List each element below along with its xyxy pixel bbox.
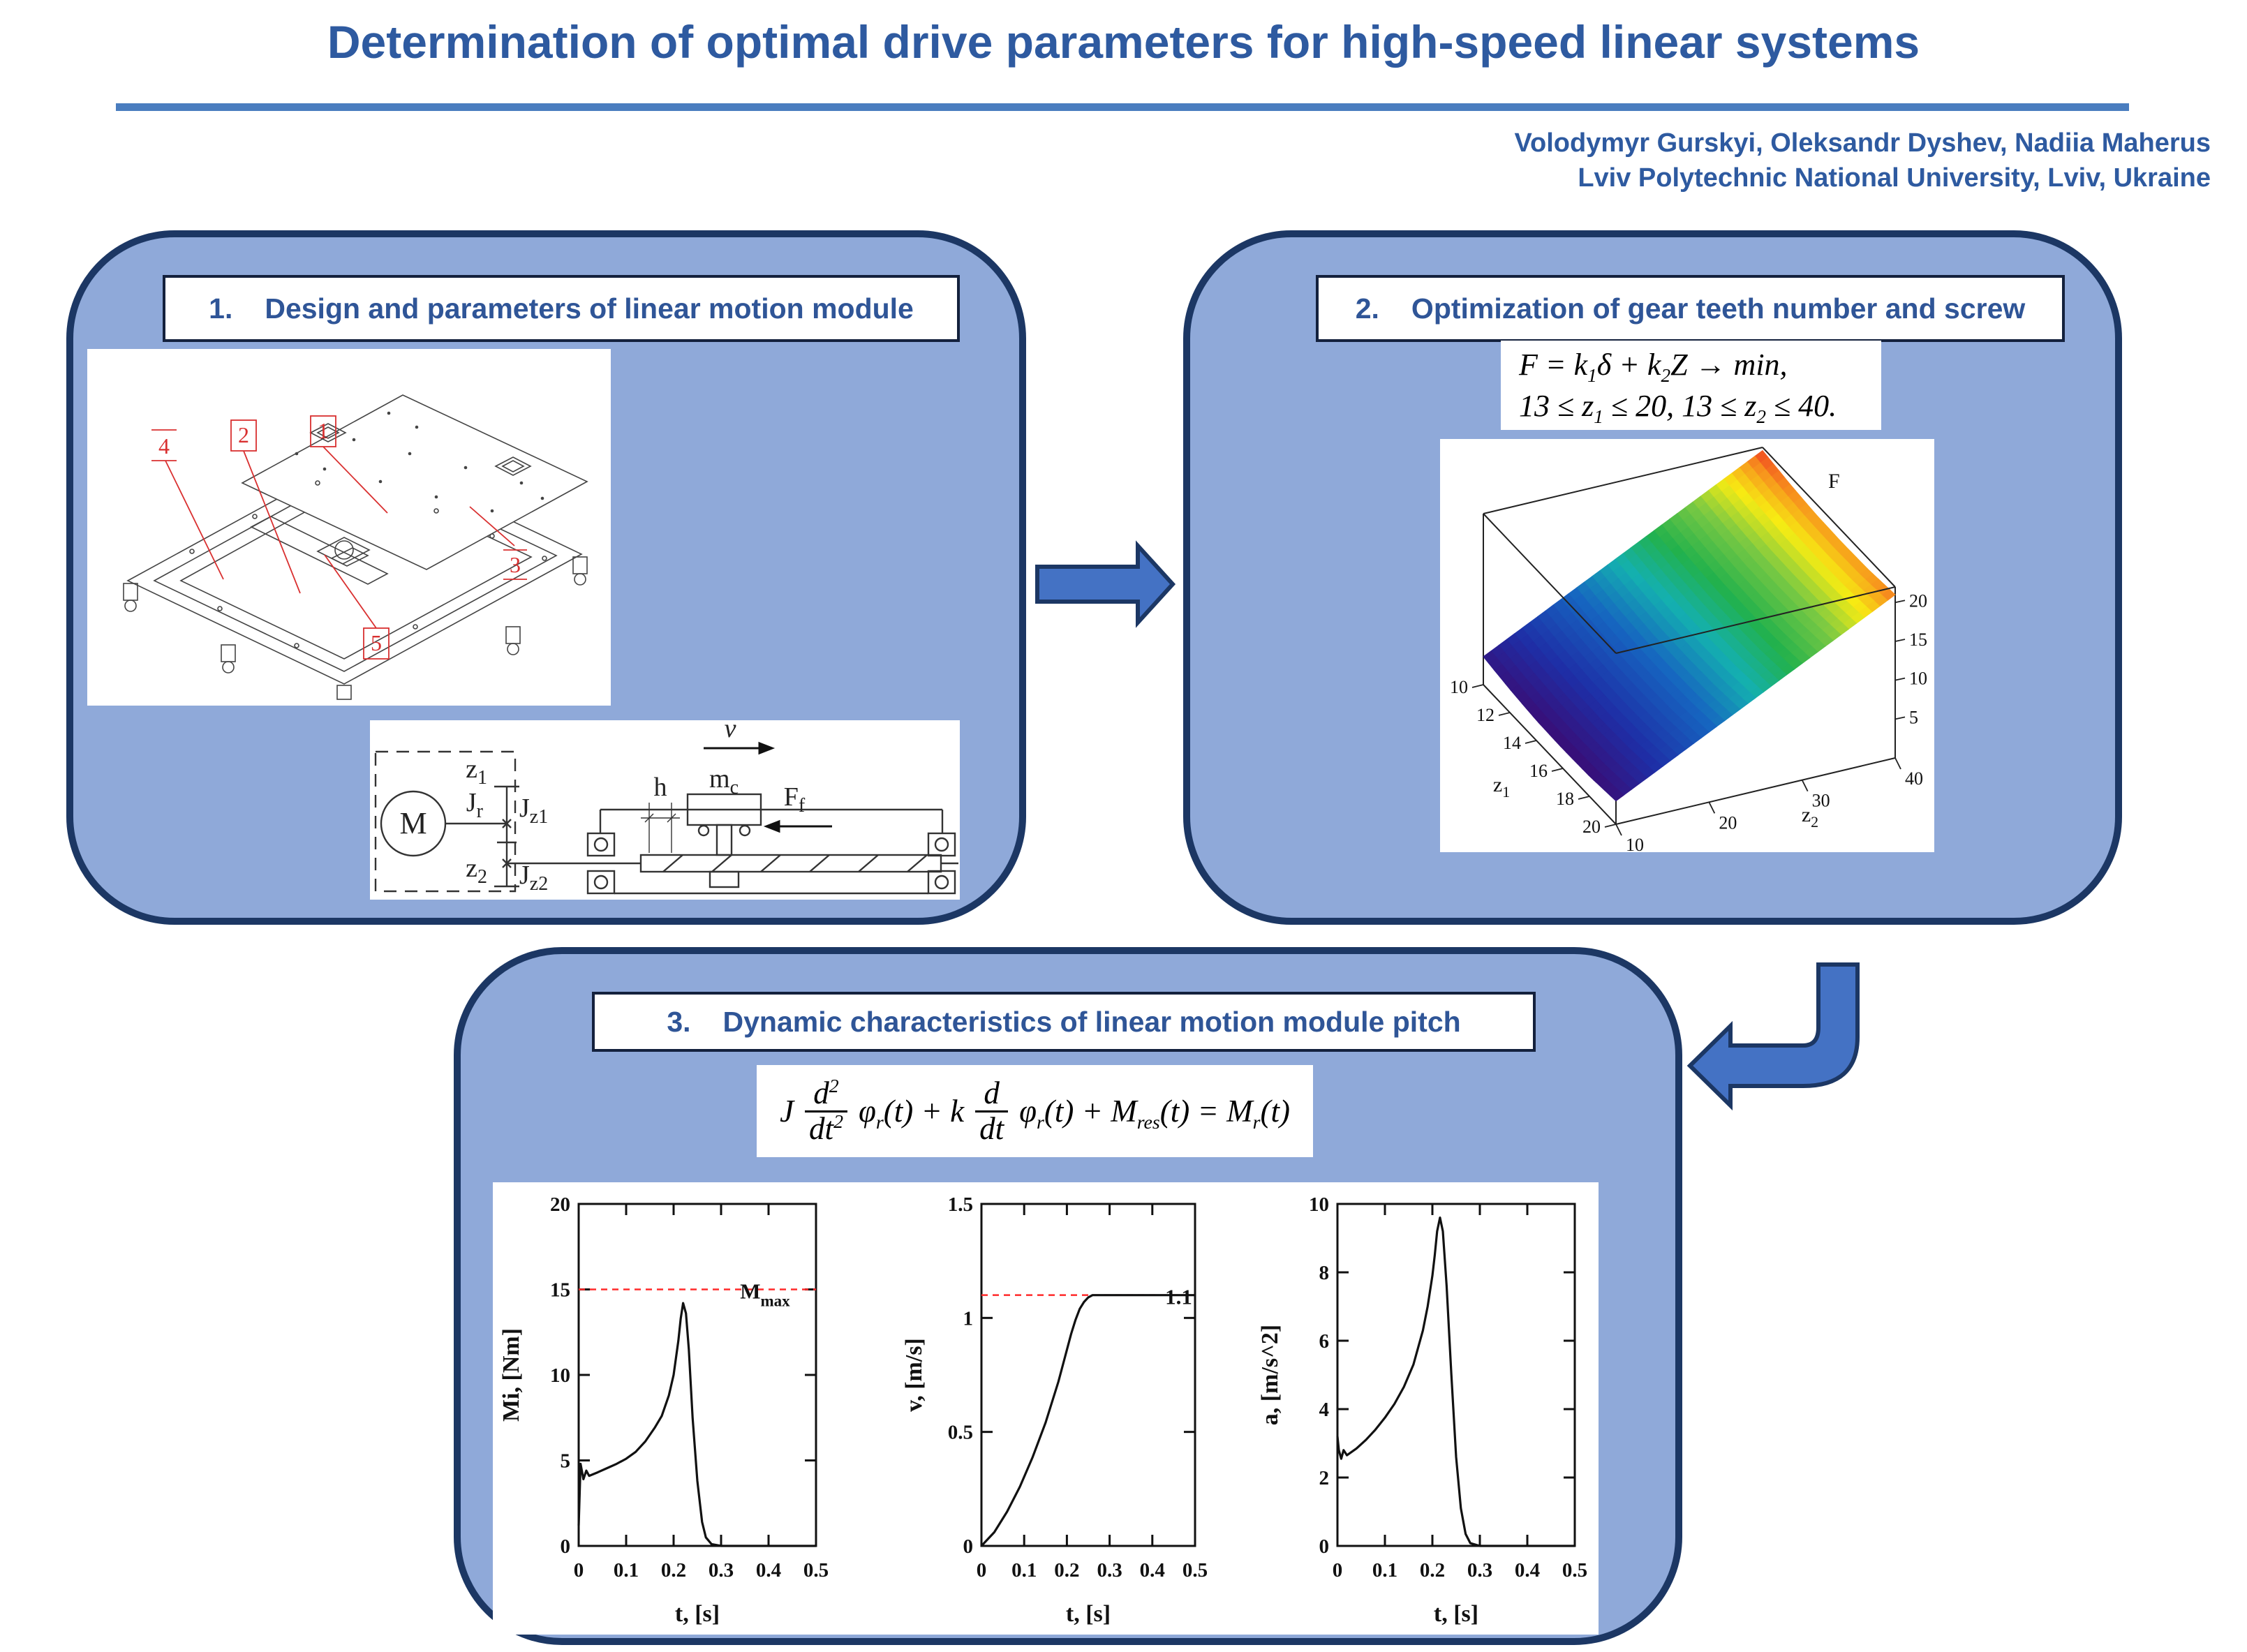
svg-text:0.2: 0.2 <box>661 1559 686 1582</box>
svg-text:0.5: 0.5 <box>803 1559 829 1582</box>
svg-text:0.1: 0.1 <box>1372 1559 1397 1582</box>
svg-text:14: 14 <box>1503 733 1521 753</box>
section-2-header: 2. Optimization of gear teeth number and… <box>1316 275 2065 342</box>
svg-text:18: 18 <box>1556 789 1574 809</box>
cad-label-1: 1 <box>318 418 329 443</box>
arrow-curved-down-left-icon <box>1686 962 1860 1111</box>
svg-text:0.2: 0.2 <box>1420 1559 1445 1582</box>
chart-acceleration: 0 0.1 0.2 0.3 0.4 0.5 0 2 4 6 8 10 t, [s] a, [m/s^2] <box>1257 1193 1587 1627</box>
section-3-title: Dynamic characteristics of linear motion… <box>722 1005 1461 1038</box>
svg-text:10: 10 <box>1909 669 1927 689</box>
svg-text:0: 0 <box>963 1535 974 1558</box>
svg-text:0: 0 <box>1319 1535 1330 1558</box>
svg-text:0: 0 <box>977 1559 987 1582</box>
svg-text:0.3: 0.3 <box>1467 1559 1492 1582</box>
svg-text:20: 20 <box>1582 817 1601 837</box>
surface-plot-panel: 10 12 14 16 18 20 10 20 30 40 5 10 15 20 z1 z2 F <box>1440 439 1934 855</box>
svg-text:a, [m/s^2]: a, [m/s^2] <box>1257 1325 1283 1425</box>
svg-text:12: 12 <box>1476 705 1495 725</box>
svg-text:t, [s]: t, [s] <box>1434 1601 1478 1627</box>
chart-torque: 0 0.1 0.2 0.3 0.4 0.5 0 5 10 15 20 Mmax t, [s] Mi, [N… <box>498 1193 829 1627</box>
svg-text:40: 40 <box>1905 768 1923 789</box>
svg-text:v, [m/s]: v, [m/s] <box>901 1338 927 1412</box>
cad-label-5: 5 <box>371 630 382 655</box>
svg-text:0.1: 0.1 <box>614 1559 639 1582</box>
svg-text:10: 10 <box>550 1364 570 1387</box>
section-1-header: 1. Design and parameters of linear motio… <box>163 275 960 342</box>
section-3-header: 3. Dynamic characteristics of linear mot… <box>592 992 1536 1052</box>
svg-text:0.3: 0.3 <box>709 1559 734 1582</box>
schematic-motor-label: M <box>399 806 427 840</box>
svg-text:1.1: 1.1 <box>1165 1285 1192 1309</box>
author-block: Volodymyr Gurskyi, Oleksandr Dyshev, Nad… <box>1514 126 2211 195</box>
svg-text:2: 2 <box>1319 1467 1330 1489</box>
svg-text:0.4: 0.4 <box>756 1559 781 1582</box>
cad-label-3: 3 <box>510 552 521 577</box>
svg-text:10: 10 <box>1450 677 1468 697</box>
affiliation-line: Lviv Polytechnic National University, Lv… <box>1578 163 2211 193</box>
time-plots-panel: 0 0.1 0.2 0.3 0.4 0.5 0 5 10 15 20 Mmax t, [s] Mi, [N… <box>493 1182 1599 1635</box>
schematic-h-label: h <box>654 773 667 802</box>
svg-text:0.4: 0.4 <box>1515 1559 1540 1582</box>
svg-text:8: 8 <box>1319 1262 1330 1284</box>
svg-text:15: 15 <box>550 1279 570 1302</box>
svg-text:0.5: 0.5 <box>1182 1559 1208 1582</box>
svg-text:Jr: Jr <box>466 788 484 822</box>
svg-text:10: 10 <box>1626 835 1644 852</box>
svg-text:0: 0 <box>1333 1559 1343 1582</box>
svg-text:z1: z1 <box>466 754 487 789</box>
svg-text:z2: z2 <box>1802 803 1818 831</box>
svg-text:0.1: 0.1 <box>1011 1559 1037 1582</box>
svg-text:1.5: 1.5 <box>948 1193 973 1216</box>
arrow-right-icon <box>1035 540 1176 628</box>
svg-text:5: 5 <box>1909 707 1918 727</box>
svg-text:t, [s]: t, [s] <box>1066 1601 1111 1627</box>
svg-text:z2: z2 <box>466 854 487 888</box>
svg-text:0: 0 <box>574 1559 584 1582</box>
svg-text:6: 6 <box>1319 1330 1330 1353</box>
svg-text:20: 20 <box>1719 812 1737 833</box>
svg-text:0.3: 0.3 <box>1097 1559 1122 1582</box>
svg-text:1: 1 <box>963 1307 974 1330</box>
svg-text:Jz2: Jz2 <box>519 861 548 895</box>
svg-text:15: 15 <box>1909 630 1927 650</box>
svg-text:0: 0 <box>561 1535 571 1558</box>
equation-2: F = k1δ + k2Z → min, 13 ≤ z1 ≤ 20, 13 ≤ … <box>1501 341 1881 430</box>
svg-text:0.4: 0.4 <box>1140 1559 1165 1582</box>
section-1-number: 1. <box>209 292 233 325</box>
section-2-number: 2. <box>1355 292 1379 325</box>
svg-text:0.2: 0.2 <box>1054 1559 1079 1582</box>
authors-line: Volodymyr Gurskyi, Oleksandr Dyshev, Nad… <box>1514 128 2211 158</box>
svg-text:20: 20 <box>1909 590 1927 611</box>
surface-chart: 10 12 14 16 18 20 10 20 30 40 5 10 15 20 z1 z2 F <box>1450 447 1927 855</box>
svg-text:mc: mc <box>709 764 739 798</box>
svg-text:30: 30 <box>1812 791 1830 811</box>
svg-text:Ff: Ff <box>784 782 806 817</box>
svg-text:0.5: 0.5 <box>1562 1559 1587 1582</box>
equation-3: J d2 dt2 φr(t) + k d dt φr(t) + Mres(t) … <box>757 1065 1313 1157</box>
svg-text:4: 4 <box>1319 1399 1330 1421</box>
drive-schematic: M z1 Jr Jz1 z2 Jz2 h mc v Ff <box>370 720 960 900</box>
svg-text:Mmax: Mmax <box>740 1279 790 1310</box>
section-1-title: Design and parameters of linear motion m… <box>265 292 914 325</box>
svg-text:Jz1: Jz1 <box>519 794 548 828</box>
svg-text:10: 10 <box>1309 1193 1329 1216</box>
svg-text:20: 20 <box>550 1193 570 1216</box>
section-3-number: 3. <box>667 1005 691 1038</box>
title-divider <box>116 103 2129 111</box>
svg-text:z1: z1 <box>1493 773 1510 801</box>
page-title: Determination of optimal drive parameter… <box>327 16 1920 68</box>
svg-text:t, [s]: t, [s] <box>675 1601 720 1627</box>
svg-text:0.5: 0.5 <box>948 1422 973 1444</box>
cad-label-2: 2 <box>238 422 249 447</box>
cad-drawing: 4 2 1 3 5 <box>87 349 611 706</box>
svg-text:Mi, [Nm]: Mi, [Nm] <box>498 1328 524 1422</box>
svg-text:F: F <box>1828 470 1840 493</box>
schematic-v-label: v <box>725 720 736 743</box>
section-2-title: Optimization of gear teeth number and sc… <box>1411 292 2026 325</box>
svg-text:16: 16 <box>1529 761 1548 781</box>
svg-text:5: 5 <box>561 1450 571 1473</box>
cad-label-4: 4 <box>158 433 170 459</box>
chart-velocity: 0 0.1 0.2 0.3 0.4 0.5 0 0.5 1 1.5 1.1 t, [s] v, [m/s… <box>901 1193 1208 1627</box>
